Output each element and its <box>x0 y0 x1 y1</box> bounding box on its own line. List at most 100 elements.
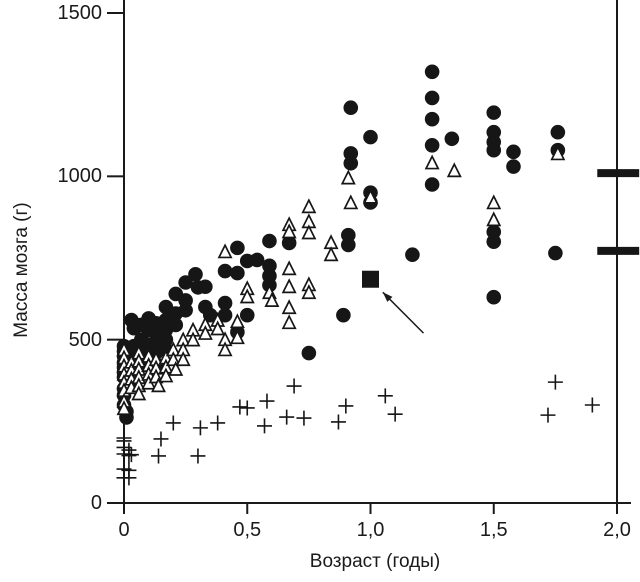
open-triangle-marker <box>281 299 297 315</box>
filled-circle-marker <box>486 105 502 120</box>
open-triangle-marker <box>264 291 280 307</box>
plus-marker <box>192 420 208 436</box>
x-tick-label: 2,0 <box>603 519 631 541</box>
plus-marker <box>123 447 139 463</box>
filled-circle-marker <box>424 90 440 106</box>
filled-circle-marker <box>281 235 297 251</box>
filled-circle-marker <box>249 252 265 268</box>
open-triangle-marker <box>424 154 440 170</box>
open-triangle-marker <box>210 320 226 336</box>
y-tick-label: 500 <box>68 328 102 351</box>
plus-marker <box>377 388 393 404</box>
y-axis-title: Масса мозга (г) <box>11 202 32 338</box>
filled-circle-marker <box>343 155 359 171</box>
plus-marker <box>165 415 181 431</box>
filled-circle-marker <box>424 64 440 80</box>
open-triangle-marker <box>323 246 339 262</box>
open-triangle-marker <box>550 145 566 161</box>
plus-marker <box>239 400 255 416</box>
filled-circle-marker <box>168 317 184 333</box>
plus-series-group <box>116 374 600 486</box>
filled-circle-marker <box>188 267 203 282</box>
filled-circle-marker <box>239 307 255 323</box>
open-triangle-marker <box>185 331 201 347</box>
open-triangle-marker <box>217 341 233 357</box>
open-triangle-marker <box>343 194 359 210</box>
annotation-arrow-head <box>382 292 393 302</box>
open-triangle-marker <box>301 198 317 214</box>
open-triangle-marker <box>301 224 317 240</box>
filled-circle-series-group <box>116 64 566 425</box>
y-tick-label: 1500 <box>57 1 103 24</box>
filled-circle-marker <box>178 302 193 318</box>
plus-marker <box>232 399 248 415</box>
filled-circle-marker <box>178 275 193 290</box>
x-tick-label: 1,0 <box>356 519 385 541</box>
x-axis-title: Возраст (годы) <box>309 551 441 572</box>
plus-marker <box>151 448 167 464</box>
open-triangle-marker <box>229 329 245 345</box>
open-triangle-marker <box>168 360 184 376</box>
filled-circle-marker <box>424 111 440 127</box>
highlight-square-marker <box>362 270 379 288</box>
x-tick-label: 0,5 <box>233 519 262 541</box>
filled-circle-marker <box>424 137 440 153</box>
open-triangle-marker <box>229 313 245 329</box>
filled-circle-marker <box>230 240 245 256</box>
open-triangle-marker <box>197 324 213 340</box>
plus-marker <box>387 406 403 422</box>
plus-marker <box>547 374 563 390</box>
filled-circle-marker <box>506 144 521 160</box>
open-triangle-marker <box>281 260 297 276</box>
filled-circle-marker <box>424 177 440 192</box>
open-triangle-marker <box>116 400 132 416</box>
y-tick-label: 0 <box>90 492 102 514</box>
plus-marker <box>540 407 556 423</box>
filled-circle-marker <box>486 234 502 249</box>
open-triangle-marker <box>363 188 378 204</box>
plus-marker <box>338 398 354 414</box>
open-triangle-marker <box>301 284 317 300</box>
filled-circle-marker <box>217 295 233 311</box>
filled-circle-marker <box>262 233 277 249</box>
filled-circle-marker <box>301 345 317 361</box>
filled-circle-marker <box>341 237 356 253</box>
filled-circle-marker <box>548 245 563 261</box>
plus-marker <box>121 470 137 486</box>
open-triangle-marker <box>175 351 191 367</box>
y-tick-label: 1000 <box>57 165 103 188</box>
filled-circle-marker <box>486 289 502 305</box>
open-triangle-marker <box>281 278 297 294</box>
filled-circle-marker <box>217 263 233 279</box>
filled-circle-marker <box>486 142 502 158</box>
filled-circle-marker <box>262 258 277 274</box>
filled-circle-marker <box>363 129 378 145</box>
open-triangle-marker <box>239 288 255 304</box>
x-tick-label: 0 <box>118 519 130 541</box>
open-triangle-marker <box>131 385 147 401</box>
filled-circle-marker <box>217 307 233 323</box>
open-triangle-marker <box>446 162 462 178</box>
filled-circle-marker <box>506 159 521 174</box>
open-triangle-marker <box>486 211 502 227</box>
plus-marker <box>584 397 600 413</box>
plus-marker <box>190 448 206 464</box>
open-triangle-marker <box>281 314 297 330</box>
filled-circle-marker <box>444 131 460 147</box>
open-triangle-marker <box>151 377 166 393</box>
open-triangle-marker <box>281 223 297 239</box>
open-triangle-marker <box>217 243 233 259</box>
plus-marker <box>296 410 312 426</box>
open-triangle-marker <box>486 194 502 210</box>
plus-marker <box>330 414 346 430</box>
plus-marker <box>259 393 275 409</box>
filled-circle-marker <box>336 307 351 323</box>
filled-circle-marker <box>343 100 359 116</box>
plus-marker <box>153 431 169 447</box>
plus-marker <box>257 418 273 434</box>
filled-circle-marker <box>405 247 420 263</box>
filled-circle-marker <box>230 265 245 281</box>
plus-marker <box>279 409 295 425</box>
